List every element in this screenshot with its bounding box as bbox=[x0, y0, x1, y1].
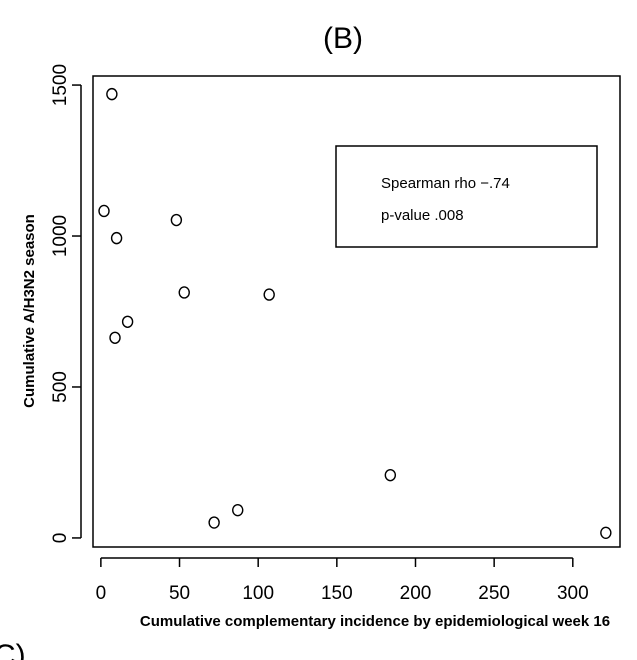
data-point bbox=[178, 286, 190, 299]
x-axis: 0 50 100 150 200 250 300 bbox=[96, 557, 589, 604]
chart-title: (B) bbox=[323, 22, 363, 55]
legend: Spearman rho −.74 p-value .008 bbox=[335, 145, 598, 248]
next-panel-letter: C) bbox=[0, 639, 26, 660]
data-point bbox=[263, 288, 275, 301]
data-point bbox=[208, 516, 220, 529]
data-point bbox=[170, 213, 183, 227]
y-tick-label: 1500 bbox=[50, 64, 71, 106]
data-point bbox=[110, 231, 123, 245]
legend-line-rho: Spearman rho −.74 bbox=[381, 175, 510, 192]
x-tick-label: 250 bbox=[478, 583, 510, 604]
x-tick-label: 300 bbox=[557, 583, 589, 604]
y-tick-label: 500 bbox=[50, 371, 71, 403]
data-point bbox=[98, 204, 110, 218]
data-points bbox=[98, 87, 612, 540]
data-point bbox=[384, 468, 397, 482]
data-point bbox=[600, 526, 612, 540]
legend-box bbox=[335, 145, 598, 248]
legend-line-pvalue: p-value .008 bbox=[381, 207, 464, 224]
x-tick-label: 200 bbox=[400, 583, 432, 604]
x-tick-label: 150 bbox=[321, 583, 353, 604]
y-tick-label: 1000 bbox=[50, 215, 71, 257]
x-axis-label: Cumulative complementary incidence by ep… bbox=[140, 613, 610, 630]
x-tick-label: 100 bbox=[242, 583, 274, 604]
plot-frame bbox=[92, 75, 621, 548]
x-tick-label: 0 bbox=[96, 583, 107, 604]
x-tick-label: 50 bbox=[169, 583, 190, 604]
data-point bbox=[106, 87, 118, 101]
y-axis: 0 500 1000 1500 bbox=[50, 64, 82, 544]
data-point bbox=[121, 315, 134, 328]
data-point bbox=[109, 331, 121, 344]
y-axis-label: Cumulative A/H3N2 season bbox=[21, 214, 38, 408]
y-tick-label: 0 bbox=[50, 533, 71, 544]
data-point bbox=[232, 503, 244, 517]
